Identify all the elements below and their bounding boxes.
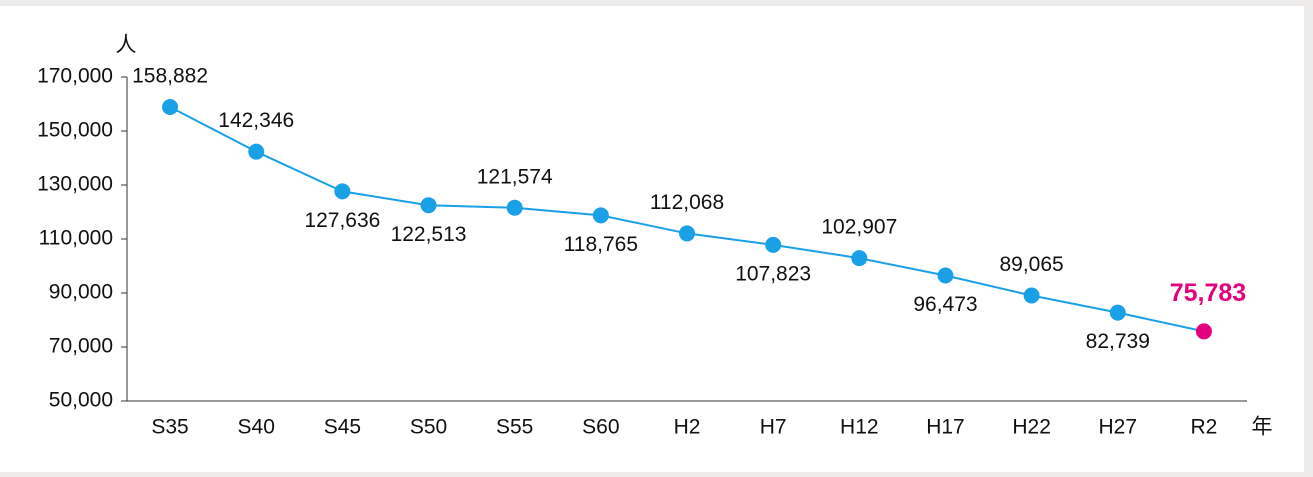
point — [765, 236, 782, 253]
point — [937, 267, 954, 284]
value-label: 158,882 — [132, 65, 208, 88]
x-tick-label: H12 — [840, 416, 879, 439]
value-label: 102,907 — [821, 216, 897, 239]
value-label: 121,574 — [477, 165, 553, 188]
x-unit: 年 — [1252, 416, 1273, 439]
point — [1109, 304, 1126, 321]
y-tick-label: 170,000 — [37, 65, 113, 88]
point — [248, 143, 265, 160]
y-tick-label: 110,000 — [39, 227, 113, 250]
value-label: 75,783 — [1170, 279, 1246, 307]
point — [1195, 323, 1212, 340]
x-tick-label: S60 — [582, 416, 619, 439]
x-tick-label: H7 — [760, 416, 787, 439]
x-tick-label: R2 — [1190, 416, 1217, 439]
x-tick-label: S35 — [151, 416, 188, 439]
y-tick-label: 50,000 — [49, 389, 113, 412]
value-label: 122,513 — [391, 223, 467, 246]
value-label: 142,346 — [218, 109, 294, 132]
point — [1023, 287, 1040, 304]
value-label: 118,765 — [564, 233, 638, 256]
x-tick-label: H22 — [1012, 416, 1051, 439]
y-tick-label: 130,000 — [37, 173, 113, 196]
value-label: 127,636 — [304, 209, 380, 232]
x-tick-label: S45 — [324, 416, 361, 439]
point — [679, 225, 695, 242]
point — [506, 199, 523, 216]
point — [420, 197, 437, 214]
value-label: 82,739 — [1086, 330, 1150, 353]
x-tick-label: H2 — [674, 416, 701, 439]
value-label: 89,065 — [999, 253, 1063, 276]
y-tick-label: 70,000 — [49, 335, 113, 358]
value-label: 112,068 — [650, 191, 724, 214]
x-tick-label: S55 — [496, 416, 533, 439]
x-tick-label: S40 — [238, 416, 275, 439]
value-label: 96,473 — [913, 293, 977, 316]
x-tick-label: H27 — [1099, 416, 1138, 439]
card — [0, 6, 1304, 472]
y-tick-label: 150,000 — [37, 119, 113, 142]
value-label: 107,823 — [735, 262, 811, 285]
point — [851, 250, 868, 267]
point — [162, 99, 179, 116]
y-unit: 人 — [116, 34, 137, 57]
x-tick-label: H17 — [926, 416, 965, 439]
y-tick-label: 90,000 — [49, 281, 113, 304]
point — [334, 183, 351, 200]
point — [592, 207, 609, 224]
x-tick-label: S50 — [410, 416, 447, 439]
